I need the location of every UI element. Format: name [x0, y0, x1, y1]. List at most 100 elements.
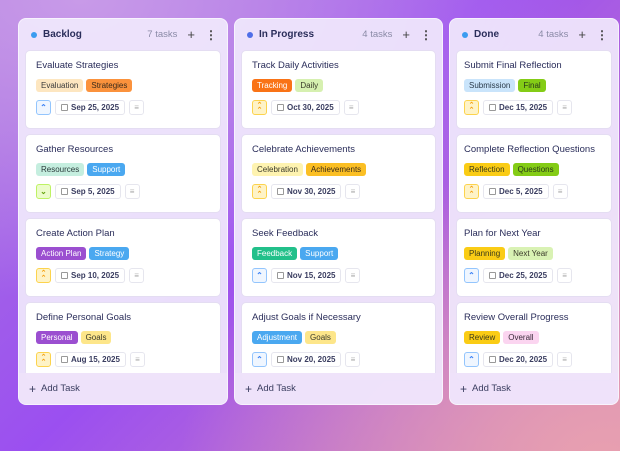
- priority-button[interactable]: ⌃ ⌃: [252, 100, 267, 115]
- card-footer: ⌃ ⌃ Sep 10, 2025 ≡: [36, 268, 210, 283]
- double-chevron-up-icon: ⌃ ⌃: [256, 101, 263, 114]
- notes-icon[interactable]: ≡: [345, 184, 361, 199]
- card-footer: ⌄ Sep 5, 2025 ≡: [36, 184, 210, 199]
- notes-icon[interactable]: ≡: [129, 100, 145, 115]
- notes-icon[interactable]: ≡: [345, 268, 361, 283]
- chevron-down-icon: ⌄: [40, 186, 47, 196]
- due-date-button[interactable]: Dec 25, 2025: [483, 268, 554, 283]
- calendar-icon: [277, 104, 284, 111]
- priority-button[interactable]: ⌃ ⌃: [36, 352, 51, 367]
- notes-icon[interactable]: ≡: [129, 268, 145, 283]
- tag-list: Feedback Support: [252, 247, 425, 260]
- priority-button[interactable]: ⌃ ⌃: [252, 184, 267, 199]
- task-card[interactable]: Plan for Next Year Planning Next Year ⌃ Dec …: [456, 218, 612, 297]
- priority-button[interactable]: ⌃: [464, 352, 479, 367]
- tag: Personal: [36, 331, 78, 344]
- add-task-button[interactable]: + Add Task: [450, 373, 618, 404]
- task-card[interactable]: Adjust Goals if Necessary Adjustment Goals…: [241, 302, 436, 381]
- tag: Tracking: [252, 79, 293, 92]
- calendar-icon: [489, 188, 496, 195]
- plus-icon: +: [29, 381, 37, 396]
- task-card[interactable]: Complete Reflection Questions Reflection Q…: [456, 134, 612, 213]
- task-count: 4 tasks: [362, 29, 393, 40]
- notes-icon[interactable]: ≡: [345, 352, 361, 367]
- priority-button[interactable]: ⌃ ⌃: [464, 100, 479, 115]
- task-title: Create Action Plan: [36, 228, 115, 239]
- task-card[interactable]: Track Daily Activities Tracking Daily ⌃ ⌃ Oct…: [241, 50, 436, 129]
- column-title: In Progress: [259, 29, 315, 40]
- tag: Goals: [80, 331, 112, 344]
- notes-icon[interactable]: ≡: [124, 184, 140, 199]
- calendar-icon: [61, 104, 68, 111]
- notes-icon[interactable]: ≡: [557, 100, 573, 115]
- chevron-up-icon: ⌃: [468, 270, 475, 280]
- due-date: Nov 15, 2025: [287, 271, 336, 280]
- calendar-icon: [61, 356, 68, 363]
- chevron-up-icon: ⌃: [256, 354, 263, 364]
- due-date-button[interactable]: Dec 5, 2025: [483, 184, 549, 199]
- notes-icon[interactable]: ≡: [129, 352, 145, 367]
- task-card[interactable]: Create Action Plan Action Plan Strategy ⌃ ⌃ S…: [25, 218, 221, 297]
- priority-button[interactable]: ⌃ ⌃: [464, 184, 479, 199]
- notes-icon[interactable]: ≡: [552, 184, 568, 199]
- due-date: Sep 25, 2025: [71, 103, 120, 112]
- task-card[interactable]: Review Overall Progress Review Overall ⌃ Dec…: [456, 302, 612, 381]
- priority-button[interactable]: ⌃: [36, 100, 51, 115]
- due-date: Sep 10, 2025: [71, 271, 120, 280]
- notes-icon[interactable]: ≡: [557, 268, 573, 283]
- due-date-button[interactable]: Nov 20, 2025: [271, 352, 342, 367]
- tag-list: Personal Goals: [36, 331, 210, 344]
- more-options-icon[interactable]: ⋮: [420, 27, 432, 42]
- calendar-icon: [277, 356, 284, 363]
- notes-icon[interactable]: ≡: [343, 100, 359, 115]
- more-options-icon[interactable]: ⋮: [205, 27, 217, 42]
- task-card[interactable]: Seek Feedback Feedback Support ⌃ Nov 15, 202…: [241, 218, 436, 297]
- due-date-button[interactable]: Sep 10, 2025: [55, 268, 126, 283]
- due-date-button[interactable]: Oct 30, 2025: [271, 100, 340, 115]
- task-title: Complete Reflection Questions: [464, 144, 595, 155]
- due-date-button[interactable]: Nov 30, 2025: [271, 184, 342, 199]
- due-date: Dec 25, 2025: [499, 271, 548, 280]
- tag: Questions: [512, 163, 559, 176]
- due-date-button[interactable]: Sep 25, 2025: [55, 100, 126, 115]
- task-card[interactable]: Gather Resources Resources Support ⌄ Sep 5, …: [25, 134, 221, 213]
- tag: Support: [87, 163, 126, 176]
- add-task-button[interactable]: + Add Task: [19, 373, 227, 404]
- task-title: Seek Feedback: [252, 228, 319, 239]
- card-footer: ⌃ ⌃ Nov 30, 2025 ≡: [252, 184, 425, 199]
- task-card[interactable]: Define Personal Goals Personal Goals ⌃ ⌃ Aug …: [25, 302, 221, 381]
- task-card[interactable]: Celebrate Achievements Celebration Achieve…: [241, 134, 436, 213]
- due-date-button[interactable]: Dec 20, 2025: [483, 352, 554, 367]
- due-date: Nov 20, 2025: [287, 355, 336, 364]
- tag-list: Celebration Achievements: [252, 163, 425, 176]
- calendar-icon: [61, 188, 68, 195]
- add-icon[interactable]: +: [402, 27, 410, 42]
- due-date-button[interactable]: Aug 15, 2025: [55, 352, 126, 367]
- due-date: Dec 5, 2025: [499, 187, 543, 196]
- tag: Support: [300, 247, 339, 260]
- priority-button[interactable]: ⌃: [464, 268, 479, 283]
- task-title: Evaluate Strategies: [36, 60, 119, 71]
- tag: Feedback: [252, 247, 298, 260]
- due-date-button[interactable]: Nov 15, 2025: [271, 268, 342, 283]
- task-card[interactable]: Evaluate Strategies Evaluation Strategies ⌃…: [25, 50, 221, 129]
- due-date: Aug 15, 2025: [71, 355, 120, 364]
- tag-list: Review Overall: [464, 331, 604, 344]
- add-icon[interactable]: +: [578, 27, 586, 42]
- due-date-button[interactable]: Dec 15, 2025: [483, 100, 554, 115]
- tag: Next Year: [508, 247, 553, 260]
- more-options-icon[interactable]: ⋮: [596, 27, 608, 42]
- priority-button[interactable]: ⌄: [36, 184, 51, 199]
- task-count: 7 tasks: [147, 29, 178, 40]
- task-card[interactable]: Submit Final Reflection Submission Final ⌃ ⌃…: [456, 50, 612, 129]
- due-date-button[interactable]: Sep 5, 2025: [55, 184, 121, 199]
- tag: Daily: [295, 79, 324, 92]
- priority-button[interactable]: ⌃ ⌃: [36, 268, 51, 283]
- notes-icon[interactable]: ≡: [557, 352, 573, 367]
- priority-button[interactable]: ⌃: [252, 268, 267, 283]
- task-title: Gather Resources: [36, 144, 114, 155]
- tag: Achievements: [305, 163, 367, 176]
- add-icon[interactable]: +: [187, 27, 195, 42]
- add-task-button[interactable]: + Add Task: [235, 373, 442, 404]
- priority-button[interactable]: ⌃: [252, 352, 267, 367]
